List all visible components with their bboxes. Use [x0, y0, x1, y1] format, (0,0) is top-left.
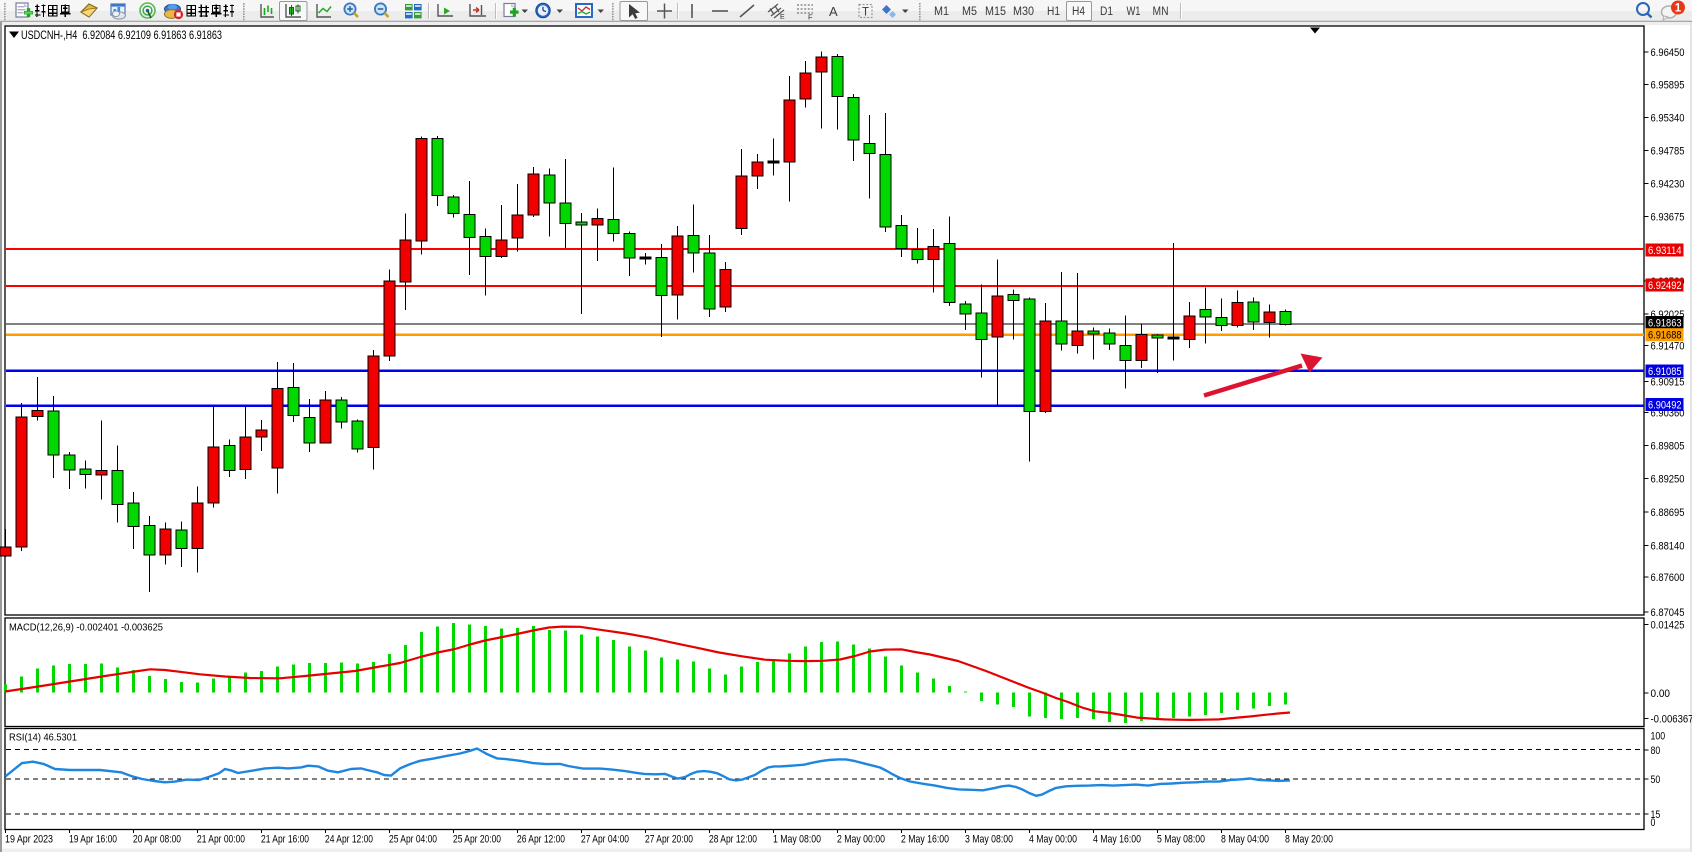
svg-text:1 May 08:00: 1 May 08:00: [773, 834, 821, 846]
svg-text:6.92492: 6.92492: [1648, 280, 1682, 292]
svg-text:3 May 08:00: 3 May 08:00: [965, 834, 1013, 846]
svg-text:19 Apr 2023: 19 Apr 2023: [5, 834, 53, 846]
svg-text:F: F: [808, 13, 813, 22]
svg-text:6.87045: 6.87045: [1651, 607, 1685, 619]
svg-text:25 Apr 04:00: 25 Apr 04:00: [389, 834, 437, 846]
svg-text:MACD(12,26,9) -0.002401 -0.003: MACD(12,26,9) -0.002401 -0.003625: [9, 622, 163, 634]
svg-text:T: T: [862, 7, 869, 19]
svg-text:8 May 20:00: 8 May 20:00: [1285, 834, 1333, 846]
svg-text:6.94785: 6.94785: [1651, 145, 1685, 157]
svg-text:D1: D1: [1100, 6, 1113, 18]
svg-text:6.93114: 6.93114: [1648, 245, 1682, 257]
svg-text:USDCNH-,H4 6.92084 6.92109 6.: USDCNH-,H4 6.92084 6.92109 6.91863 6.918…: [21, 30, 222, 42]
svg-text:0.01425: 0.01425: [1651, 620, 1685, 632]
svg-text:A: A: [829, 4, 838, 19]
svg-text:21 Apr 16:00: 21 Apr 16:00: [261, 834, 309, 846]
svg-text:M15: M15: [985, 6, 1006, 18]
svg-text:4 May 16:00: 4 May 16:00: [1093, 834, 1141, 846]
svg-text:6.90915: 6.90915: [1651, 377, 1685, 389]
svg-text:0: 0: [1651, 817, 1656, 829]
svg-text:6.89250: 6.89250: [1651, 474, 1685, 486]
svg-text:20 Apr 08:00: 20 Apr 08:00: [133, 834, 181, 846]
svg-text:H4: H4: [1072, 6, 1086, 18]
svg-text:6.88695: 6.88695: [1651, 507, 1685, 519]
svg-text:2 May 00:00: 2 May 00:00: [837, 834, 885, 846]
svg-text:6.94230: 6.94230: [1651, 179, 1685, 191]
svg-text:6.91085: 6.91085: [1648, 366, 1682, 378]
svg-text:1: 1: [1675, 3, 1682, 15]
svg-text:21 Apr 00:00: 21 Apr 00:00: [197, 834, 245, 846]
svg-text:80: 80: [1651, 745, 1661, 757]
svg-text:27 Apr 20:00: 27 Apr 20:00: [645, 834, 693, 846]
svg-text:H1: H1: [1047, 6, 1060, 18]
svg-text:6.95895: 6.95895: [1651, 80, 1685, 92]
svg-text:-0.006367: -0.006367: [1651, 714, 1692, 726]
svg-text:6.91470: 6.91470: [1651, 340, 1685, 352]
svg-text:100: 100: [1651, 731, 1666, 743]
svg-text:8 May 04:00: 8 May 04:00: [1221, 834, 1269, 846]
svg-text:6.91863: 6.91863: [1648, 318, 1682, 330]
svg-text:6.93675: 6.93675: [1651, 212, 1685, 224]
svg-text:25 Apr 20:00: 25 Apr 20:00: [453, 834, 501, 846]
svg-text:6.96450: 6.96450: [1651, 47, 1685, 59]
svg-text:MN: MN: [1153, 6, 1169, 18]
svg-text:6.91688: 6.91688: [1648, 330, 1682, 342]
svg-text:6.90492: 6.90492: [1648, 400, 1682, 412]
svg-text:M1: M1: [934, 6, 949, 18]
svg-text:M30: M30: [1013, 6, 1034, 18]
svg-text:W1: W1: [1127, 6, 1141, 18]
svg-text:50: 50: [1651, 774, 1661, 786]
svg-text:M5: M5: [962, 6, 977, 18]
svg-text:E: E: [780, 14, 785, 21]
svg-text:27 Apr 04:00: 27 Apr 04:00: [581, 834, 629, 846]
svg-text:2 May 16:00: 2 May 16:00: [901, 834, 949, 846]
svg-text:6.95340: 6.95340: [1651, 112, 1685, 124]
svg-text:6.89805: 6.89805: [1651, 441, 1685, 453]
svg-text:5 May 08:00: 5 May 08:00: [1157, 834, 1205, 846]
svg-text:0.00: 0.00: [1651, 688, 1671, 700]
svg-text:19 Apr 16:00: 19 Apr 16:00: [69, 834, 117, 846]
svg-text:4 May 00:00: 4 May 00:00: [1029, 834, 1077, 846]
svg-text:15: 15: [1651, 809, 1661, 821]
svg-text:6.87600: 6.87600: [1651, 572, 1685, 584]
svg-text:28 Apr 12:00: 28 Apr 12:00: [709, 834, 757, 846]
svg-text:24 Apr 12:00: 24 Apr 12:00: [325, 834, 373, 846]
svg-text:6.88140: 6.88140: [1651, 540, 1685, 552]
svg-text:RSI(14) 46.5301: RSI(14) 46.5301: [9, 732, 77, 744]
svg-text:26 Apr 12:00: 26 Apr 12:00: [517, 834, 565, 846]
